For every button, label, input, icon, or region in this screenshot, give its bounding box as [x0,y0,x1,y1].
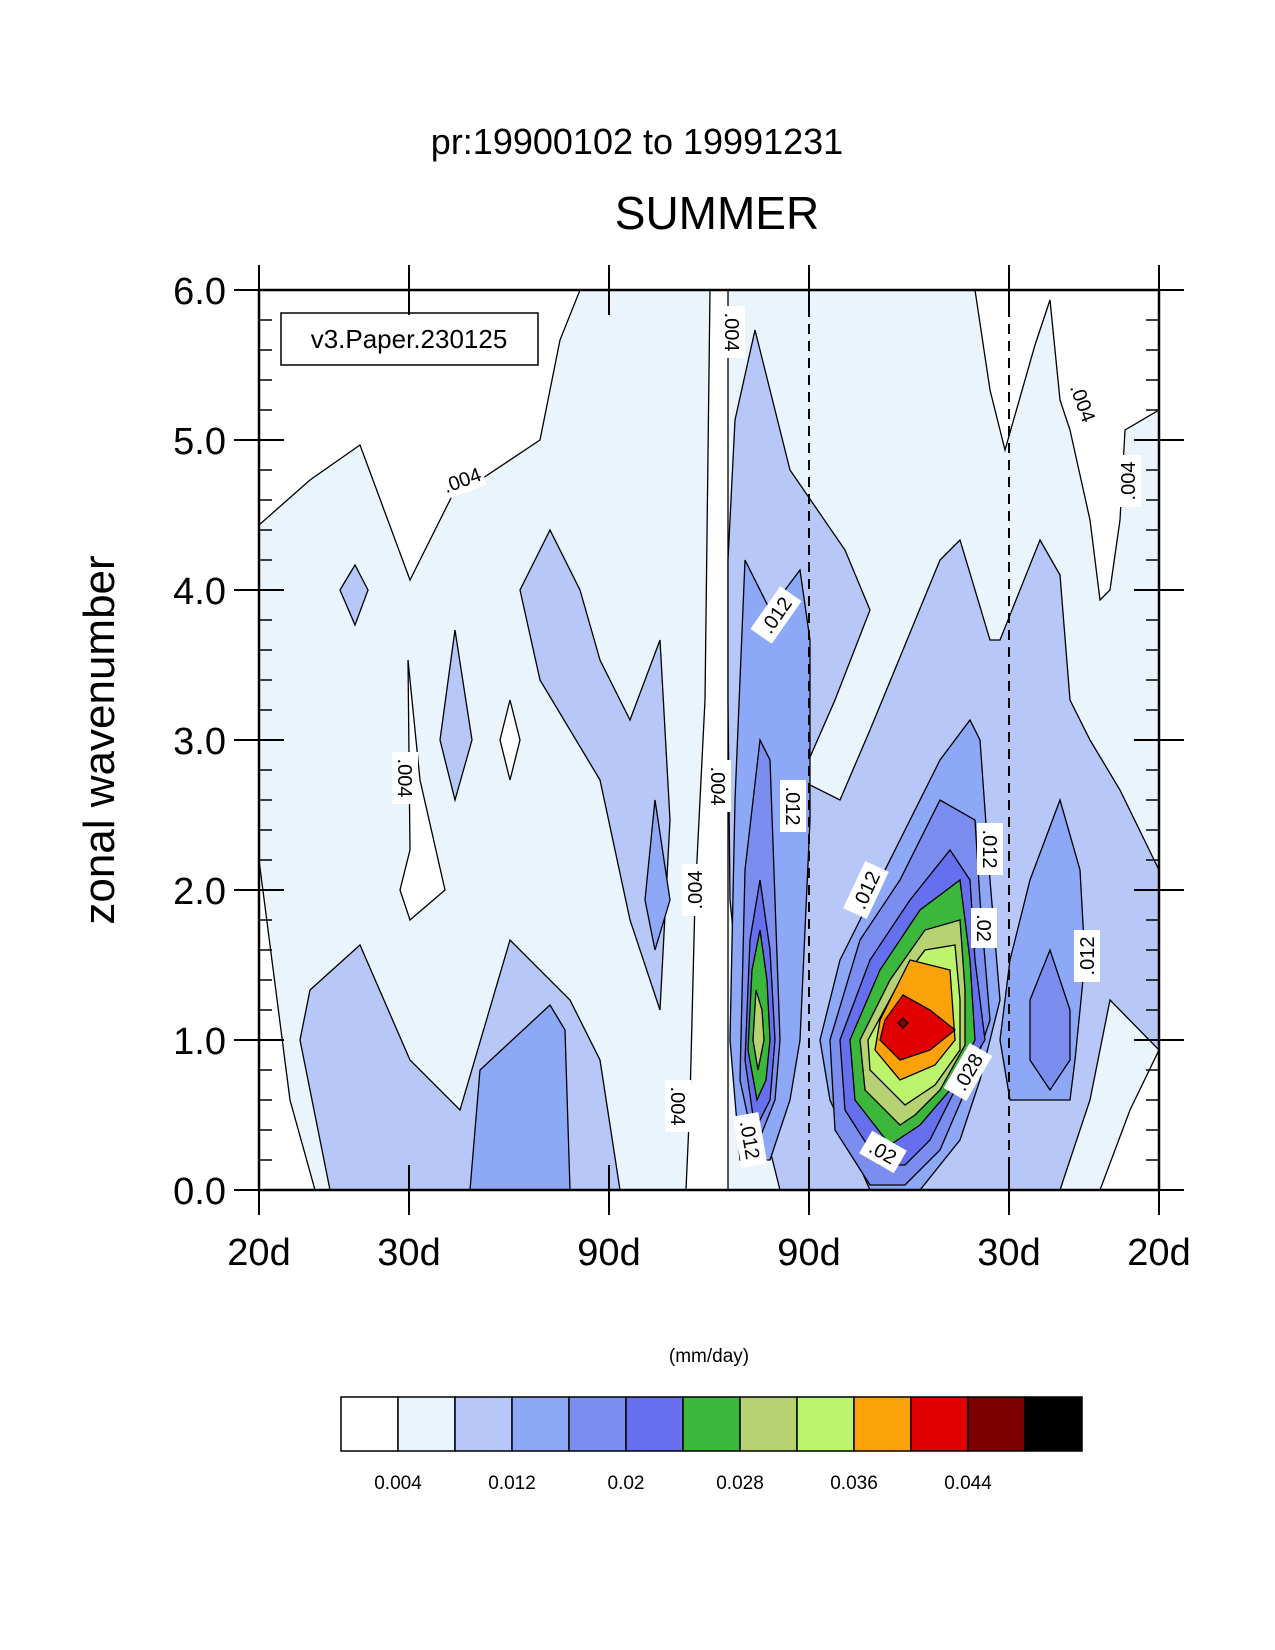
x-tick-label: 20d [1127,1232,1190,1274]
y-tick-label: 5.0 [173,421,226,463]
y-tick-label: 6.0 [173,271,226,313]
colorbar-swatch [796,1396,855,1452]
x-tick-label: 30d [977,1232,1040,1274]
y-axis-label: zonal wavenumber [75,555,124,924]
level-008-diamond-a [339,563,369,627]
level-008-diamond-b [439,629,473,803]
colorbar-swatch [1024,1396,1083,1452]
low-region-bottom-left [259,859,316,1190]
chart-subtitle: pr:19900102 to 19991231 [431,121,843,162]
contour-label: .02 [971,908,997,948]
colorbar-swatch [568,1396,627,1452]
colorbar-swatch [967,1396,1026,1452]
contour-label: .004 [682,864,708,916]
svg-text:.004: .004 [720,313,742,352]
x-tick-labels: 20d 30d 90d 90d 30d 20d [227,1232,1190,1274]
y-tick-label: 4.0 [173,571,226,613]
colorbar-swatch [739,1396,798,1452]
y-tick-label: 0.0 [173,1171,226,1213]
contour-label: .012 [1074,930,1100,982]
y-tick-label: 2.0 [173,871,226,913]
contour-label: .004 [1115,455,1141,507]
level-040-center [879,994,957,1061]
units-label: (mm/day) [669,1346,749,1367]
level-044-core [897,1017,909,1029]
y-tick-label: 1.0 [173,1021,226,1063]
level-016-right [1029,948,1071,1092]
level-028-left [752,989,765,1071]
svg-text:.004: .004 [706,767,728,806]
colorbar-swatch [397,1396,456,1452]
x-tick-label: 20d [227,1232,290,1274]
x-tick-label: 30d [377,1232,440,1274]
colorbar-label: 0.028 [716,1473,764,1494]
low-region-left-mid [399,659,446,922]
colorbar-label: 0.012 [488,1473,536,1494]
y-tick-label: 3.0 [173,721,226,763]
svg-text:.004: .004 [666,1087,688,1126]
level-008-left-spike [519,528,671,1011]
colorbar-swatch [454,1396,513,1452]
svg-text:.004: .004 [685,871,707,910]
colorbar-swatch [853,1396,912,1452]
annotation-text: v3.Paper.230125 [311,324,508,354]
contour-label: .004 [665,1080,691,1132]
axis-ticks [234,265,1184,1215]
y-tick-labels: 0.0 1.0 2.0 3.0 4.0 5.0 6.0 [173,271,226,1213]
svg-text:.012: .012 [781,787,803,826]
colorbar-label: 0.044 [944,1473,992,1494]
low-region-channel [685,290,729,1190]
colorbar-labels: 0.004 0.012 0.02 0.028 0.036 0.044 [374,1473,992,1494]
svg-text:.012: .012 [1077,937,1099,976]
svg-text:.02: .02 [972,914,994,942]
colorbar-label: 0.004 [374,1473,422,1494]
contour-fills [259,290,1159,1190]
low-region-bottom-right [1099,1049,1159,1190]
chart-title: SUMMER [615,187,819,239]
colorbar-label: 0.036 [830,1473,878,1494]
colorbar-label: 0.02 [608,1473,645,1494]
annotation-box [280,312,539,366]
svg-text:.004: .004 [393,759,415,798]
low-region-small-diamond [499,699,521,781]
x-tick-label: 90d [577,1232,640,1274]
colorbar-swatch [511,1396,570,1452]
svg-text:.004: .004 [1118,462,1140,501]
contour-label: .012 [780,780,806,832]
colorbar-swatch [625,1396,684,1452]
svg-text:.012: .012 [978,830,1000,869]
colorbar [340,1396,1083,1452]
contour-label: .012 [732,1112,768,1168]
contour-label: .004 [705,760,731,812]
x-tick-label: 90d [777,1232,840,1274]
colorbar-swatch [910,1396,969,1452]
colorbar-swatch [340,1396,399,1452]
level-012-left-bottom [469,1003,571,1190]
contour-label: .004 [719,306,745,358]
contour-label: .012 [977,823,1003,875]
level-012-left-diamond [644,799,671,951]
low-region-right-top [974,290,1159,602]
contour-label: .004 [392,752,418,804]
colorbar-swatch [682,1396,741,1452]
